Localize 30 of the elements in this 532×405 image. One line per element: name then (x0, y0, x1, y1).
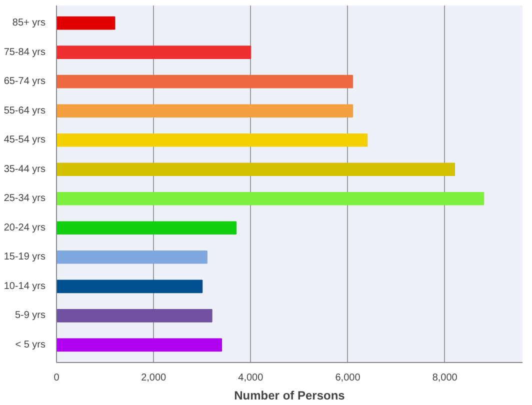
x-tick-label: 0 (54, 372, 60, 384)
bar (56, 46, 252, 59)
bar (56, 221, 237, 235)
y-tick-label: 75-84 yrs (4, 46, 46, 58)
bar (56, 104, 354, 118)
bar (56, 309, 212, 322)
y-tick-label: 55-64 yrs (4, 105, 46, 116)
x-tick-label: 2,000 (141, 372, 167, 384)
y-tick-label: 45-54 yrs (4, 134, 46, 146)
x-tick-label: 8,000 (432, 372, 458, 384)
y-tick-label: < 5 yrs (15, 339, 46, 350)
y-tick-label: 65-74 yrs (4, 76, 46, 88)
x-tick-label: 6,000 (335, 372, 361, 384)
y-tick-label: 25-34 yrs (4, 193, 46, 204)
y-tick-label: 20-24 yrs (4, 222, 46, 234)
bar (56, 16, 116, 30)
x-tick-label: 4,000 (238, 372, 264, 384)
bar (56, 192, 484, 206)
bar (56, 74, 354, 88)
bar (56, 162, 456, 176)
bar (56, 338, 222, 352)
y-tick-label: 5-9 yrs (14, 310, 46, 322)
bar (56, 250, 208, 264)
bar (56, 133, 368, 147)
y-tick-label: 15-19 yrs (4, 252, 46, 263)
x-axis-title: Number of Persons (234, 388, 346, 402)
y-tick-label: 10-14 yrs (4, 280, 46, 292)
y-tick-label: 85+ yrs (12, 18, 46, 29)
y-tick-label: 35-44 yrs (4, 164, 46, 175)
bar (56, 280, 203, 294)
